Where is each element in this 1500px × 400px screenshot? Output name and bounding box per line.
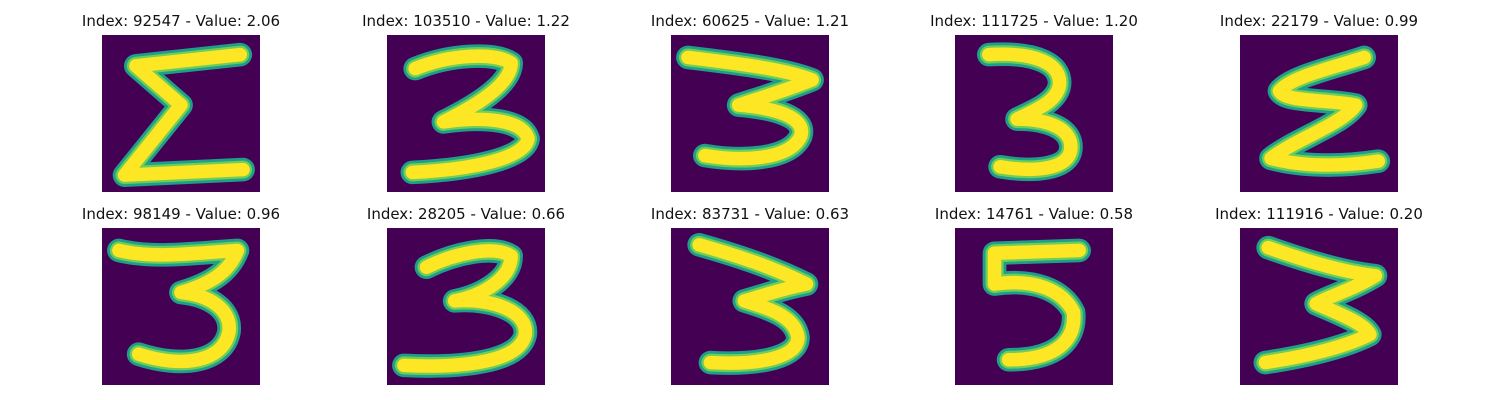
- stroke-core: [692, 238, 814, 370]
- panel-4: Index: 111725 - Value: 1.20: [914, 10, 1154, 192]
- stroke-core: [987, 243, 1086, 367]
- panel-title: Index: 111916 - Value: 0.20: [1215, 205, 1423, 223]
- panel-3: Index: 60625 - Value: 1.21: [630, 10, 870, 192]
- stroke-core: [982, 47, 1078, 177]
- digit-image: [1240, 228, 1398, 385]
- panel-title: Index: 111725 - Value: 1.20: [930, 12, 1138, 30]
- digit-image: [102, 228, 260, 385]
- digit-image: [671, 228, 829, 385]
- stroke-core: [117, 47, 250, 182]
- stroke-core: [405, 49, 535, 180]
- panel-2: Index: 103510 - Value: 1.22: [346, 10, 586, 192]
- panel-1: Index: 92547 - Value: 2.06: [61, 10, 301, 192]
- digit-image: [955, 228, 1113, 385]
- digit-image: [387, 35, 545, 192]
- panel-title: Index: 103510 - Value: 1.22: [362, 12, 570, 30]
- digit-image: [387, 228, 545, 385]
- digit-image: [671, 35, 829, 192]
- digit-image: [1240, 35, 1398, 192]
- stroke-core: [1264, 50, 1386, 172]
- digit-image: [955, 35, 1113, 192]
- panel-7: Index: 28205 - Value: 0.66: [346, 203, 586, 385]
- panel-10: Index: 111916 - Value: 0.20: [1199, 203, 1439, 385]
- panel-title: Index: 83731 - Value: 0.63: [650, 205, 850, 223]
- panel-5: Index: 22179 - Value: 0.99: [1199, 10, 1439, 192]
- panel-9: Index: 14761 - Value: 0.58: [914, 203, 1154, 385]
- stroke-core: [681, 50, 819, 166]
- stroke-core: [397, 244, 533, 373]
- panel-title: Index: 60625 - Value: 1.21: [650, 12, 850, 30]
- panel-title: Index: 22179 - Value: 0.99: [1219, 12, 1419, 30]
- panel-8: Index: 83731 - Value: 0.63: [630, 203, 870, 385]
- stroke-core: [1258, 240, 1383, 370]
- panel-title: Index: 14761 - Value: 0.58: [934, 205, 1134, 223]
- stroke-core: [112, 243, 245, 369]
- panel-title: Index: 28205 - Value: 0.66: [366, 205, 566, 223]
- panel-title: Index: 92547 - Value: 2.06: [81, 12, 281, 30]
- panel-title: Index: 98149 - Value: 0.96: [81, 205, 281, 223]
- digit-image: [102, 35, 260, 192]
- panel-6: Index: 98149 - Value: 0.96: [61, 203, 301, 385]
